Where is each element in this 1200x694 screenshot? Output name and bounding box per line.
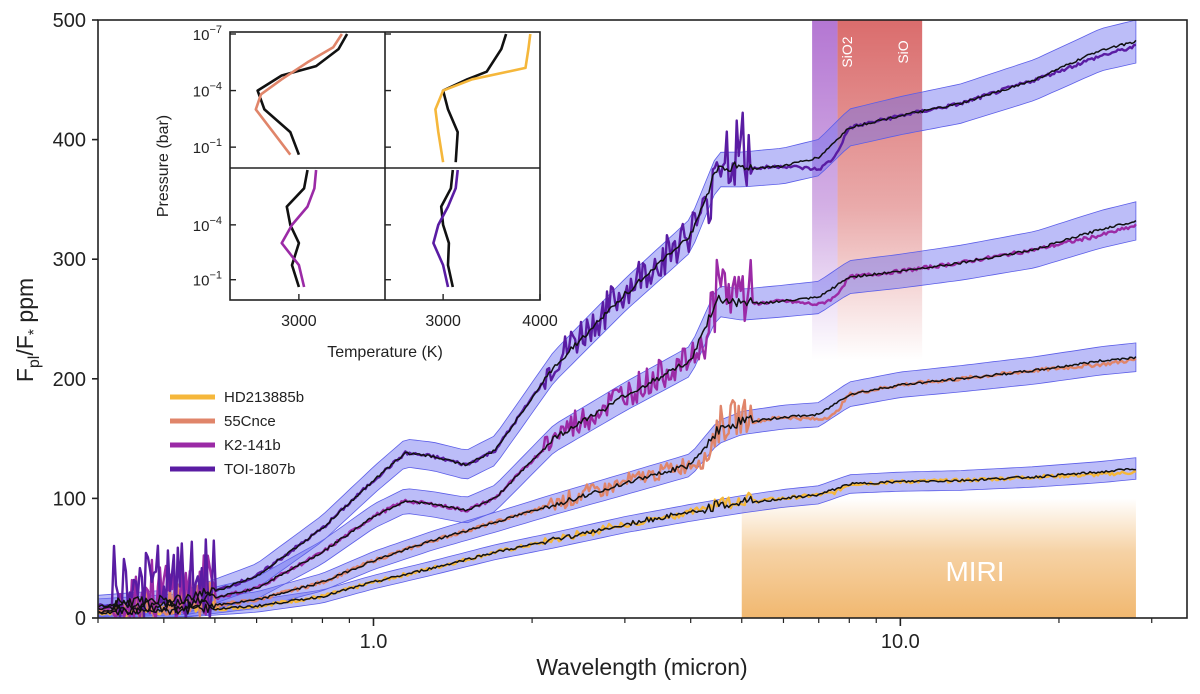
series-line-model-k2: [98, 219, 1137, 611]
y-tick-label: 100: [53, 488, 86, 510]
inset-profile-k2-141b: [280, 169, 318, 288]
inset-profiles: 10−7 10−4 10−1 10−4 10−1 3000 3000 4000: [193, 24, 558, 330]
inset-x-tick-label: 3000: [425, 313, 461, 330]
x-axis-label: Wavelength (micron): [536, 654, 747, 680]
plot-frame: [97, 19, 1188, 619]
legend-label-k2-141b: K2-141b: [224, 437, 281, 454]
legend: HD213885b 55Cnce K2-141b TOI-1807b: [170, 389, 304, 478]
inset-y-tick-label: 10−4: [193, 215, 222, 235]
inset-tp-profiles: 10−7 10−4 10−1 10−4 10−1 3000 3000 4000 Tempera…: [155, 24, 558, 361]
band-layer: [741, 20, 1136, 618]
series-line-model-hd: [98, 467, 1136, 616]
sio-label: SiO: [895, 40, 911, 63]
series-line-model-55: [98, 356, 1137, 615]
axis-ticks: 0 100 200 300 400 500 1.0 10.0: [53, 10, 1153, 653]
inset-x-label: Temperature (K): [327, 344, 443, 361]
inset-x-tick-label: 3000: [281, 313, 317, 330]
miri-band: [741, 498, 1136, 618]
legend-label-55cnce: 55Cnce: [224, 413, 276, 430]
inset-y-tick-label: 10−1: [193, 270, 222, 290]
y-axis-label: Fpl/F* ppm: [12, 278, 43, 382]
y-tick-label: 400: [53, 130, 86, 152]
legend-label-hd213885b: HD213885b: [224, 389, 304, 406]
legend-label-toi-1807b: TOI-1807b: [224, 461, 295, 478]
inset-model-profile-55cnce: [256, 33, 349, 156]
inset-y-tick-label: 10−4: [193, 81, 222, 101]
inset-profile-55cnce: [254, 33, 343, 156]
series-line-55cnce: [98, 357, 1137, 618]
y-tick-label: 200: [53, 369, 86, 391]
sio2-label: SiO2: [839, 36, 855, 67]
series-line-model-toi: [98, 39, 1137, 609]
envelope-model-k2: [98, 201, 1137, 618]
series-layer: [98, 39, 1137, 618]
y-tick-label: 300: [53, 249, 86, 271]
inset-profile-toi-1807b: [432, 169, 459, 288]
miri-label: MIRI: [945, 556, 1004, 587]
inset-x-tick-label: 4000: [522, 313, 558, 330]
inset-y-label: Pressure (bar): [155, 115, 172, 217]
inset-profile-hd213885b: [434, 33, 532, 163]
y-tick-label: 0: [75, 608, 86, 630]
inset-model-profile-k2-141b: [285, 169, 309, 288]
y-tick-label: 500: [53, 10, 86, 32]
inset-y-tick-label: 10−1: [193, 137, 222, 157]
inset-model-profile-toi-1807b: [439, 169, 455, 288]
x-tick-label: 1.0: [360, 631, 388, 653]
x-tick-label: 10.0: [881, 631, 920, 653]
inset-y-tick-label: 10−7: [193, 24, 222, 44]
envelope-model-hd: [98, 457, 1137, 618]
sio-band: [837, 20, 923, 360]
envelope-model-toi: [98, 20, 1137, 618]
